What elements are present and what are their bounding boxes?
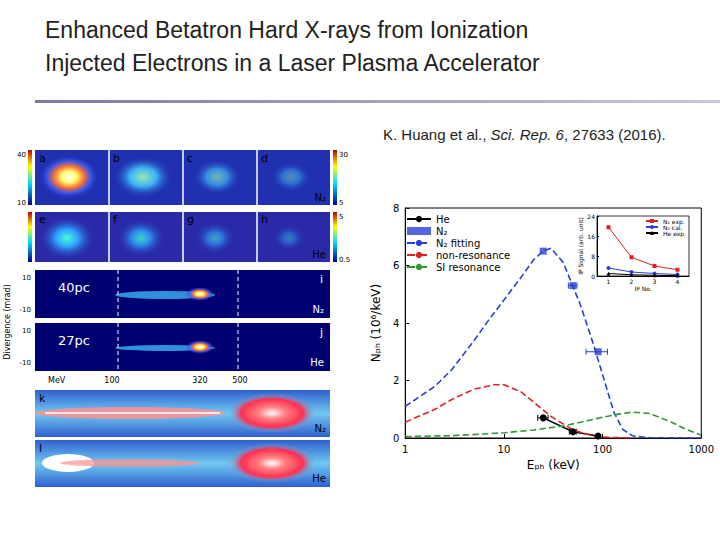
svg-text:j: j bbox=[319, 326, 323, 339]
svg-text:He: He bbox=[312, 473, 326, 484]
svg-text:non-resonance: non-resonance bbox=[436, 250, 510, 261]
svg-text:g: g bbox=[187, 213, 194, 226]
svg-text:N₂: N₂ bbox=[313, 304, 325, 315]
svg-text:0: 0 bbox=[591, 273, 595, 280]
svg-text:d: d bbox=[261, 152, 268, 165]
svg-text:He: He bbox=[436, 214, 450, 225]
svg-text:4: 4 bbox=[676, 278, 680, 285]
svg-text:6: 6 bbox=[393, 260, 399, 271]
svg-text:5: 5 bbox=[339, 199, 343, 207]
svg-text:10: 10 bbox=[17, 199, 26, 207]
svg-text:N₂: N₂ bbox=[315, 192, 327, 203]
html-text:K. Huang et al., Sci. Rep. 6,: K. Huang et al., Sci. Rep. 6, 27633 (201… bbox=[383, 126, 666, 143]
svg-text:1000: 1000 bbox=[689, 444, 714, 455]
svg-text:8: 8 bbox=[591, 253, 595, 260]
svg-text:40pc: 40pc bbox=[58, 280, 90, 295]
svg-text:100: 100 bbox=[593, 444, 612, 455]
svg-text:1: 1 bbox=[402, 444, 408, 455]
svg-text:5: 5 bbox=[339, 213, 343, 221]
svg-text:24: 24 bbox=[587, 213, 595, 220]
svg-text:-10: -10 bbox=[20, 306, 31, 314]
svg-text:0.5: 0.5 bbox=[339, 256, 350, 264]
svg-text:2: 2 bbox=[630, 278, 634, 285]
svg-text:N₂ fitting: N₂ fitting bbox=[436, 238, 480, 249]
svg-text:Nₚₕ (10⁶/keV): Nₚₕ (10⁶/keV) bbox=[369, 284, 383, 362]
svg-text:0: 0 bbox=[393, 433, 399, 444]
svg-text:8: 8 bbox=[393, 203, 399, 214]
svg-text:100: 100 bbox=[104, 376, 119, 385]
svg-text:4: 4 bbox=[393, 318, 399, 329]
svg-text:IP Signal (arb. unit): IP Signal (arb. unit) bbox=[577, 217, 585, 275]
svg-text:N₂ cal.: N₂ cal. bbox=[663, 223, 683, 231]
svg-text:l: l bbox=[39, 442, 42, 455]
svg-text:320: 320 bbox=[192, 376, 207, 385]
svg-text:Eₚₕ (keV): Eₚₕ (keV) bbox=[527, 458, 580, 472]
svg-text:SI resonance: SI resonance bbox=[436, 262, 500, 273]
svg-text:N₂ exp.: N₂ exp. bbox=[663, 217, 685, 225]
svg-text:He: He bbox=[310, 357, 324, 368]
svg-text:a: a bbox=[39, 152, 46, 165]
svg-text:27pc: 27pc bbox=[58, 333, 90, 348]
svg-text:10: 10 bbox=[22, 274, 31, 282]
svg-text:N₂: N₂ bbox=[436, 226, 448, 237]
svg-text:He exp.: He exp. bbox=[663, 230, 686, 238]
svg-text:10: 10 bbox=[498, 444, 511, 455]
svg-text:k: k bbox=[39, 392, 46, 405]
svg-text:-10: -10 bbox=[20, 359, 31, 367]
svg-text:40: 40 bbox=[17, 151, 26, 159]
svg-text:N₂: N₂ bbox=[315, 423, 327, 434]
svg-text:Divergence (mrad): Divergence (mrad) bbox=[3, 284, 12, 359]
svg-text:IP No.: IP No. bbox=[634, 285, 651, 292]
svg-text:30: 30 bbox=[339, 151, 348, 159]
html-text:Enhanced Betatron Hard X-rays: Enhanced Betatron Hard X-rays from Ioniz… bbox=[45, 17, 529, 43]
svg-text:1: 1 bbox=[607, 278, 611, 285]
svg-text:3: 3 bbox=[653, 278, 657, 285]
svg-text:c: c bbox=[187, 152, 193, 165]
svg-text:2: 2 bbox=[393, 375, 399, 386]
svg-text:b: b bbox=[113, 152, 120, 165]
svg-text:He: He bbox=[312, 249, 326, 260]
svg-text:e: e bbox=[39, 213, 46, 226]
svg-text:f: f bbox=[113, 213, 118, 226]
svg-text:10: 10 bbox=[22, 327, 31, 335]
svg-text:16: 16 bbox=[587, 233, 595, 240]
svg-text:i: i bbox=[320, 273, 323, 286]
svg-text:500: 500 bbox=[232, 376, 247, 385]
svg-text:h: h bbox=[261, 213, 268, 226]
html-text:Injected Electrons in a Laser: Injected Electrons in a Laser Plasma Acc… bbox=[45, 50, 540, 76]
svg-text:MeV: MeV bbox=[48, 376, 66, 385]
